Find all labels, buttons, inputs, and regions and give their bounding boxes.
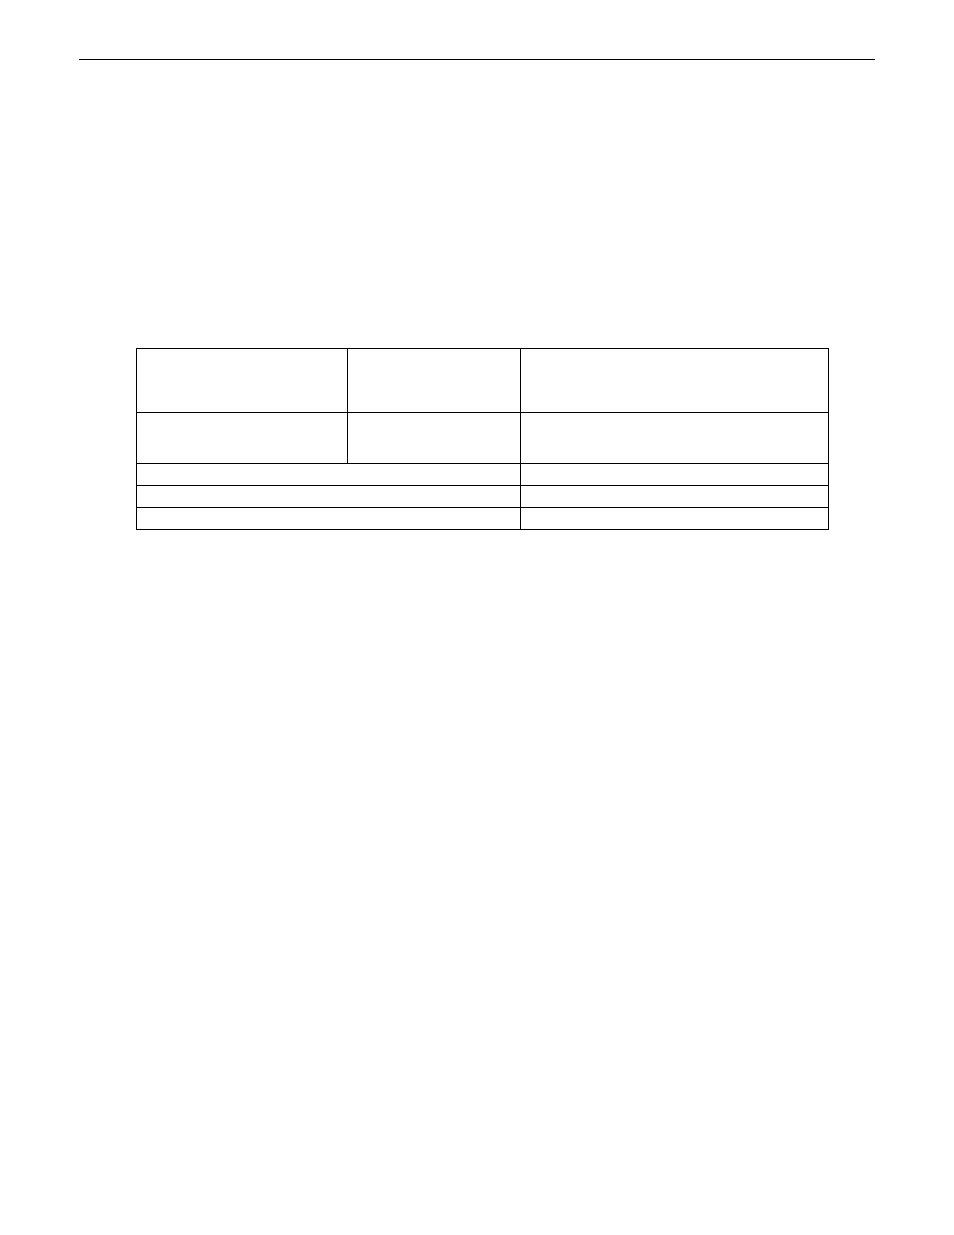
table-row: [137, 413, 829, 464]
table-cell: [348, 349, 521, 413]
page: [0, 0, 954, 1235]
table-cell: [520, 486, 828, 508]
table-cell: [137, 464, 521, 486]
table-row: [137, 464, 829, 486]
table-row: [137, 508, 829, 530]
table-cell: [137, 349, 348, 413]
top-horizontal-rule: [79, 59, 875, 60]
table-cell: [137, 413, 348, 464]
table-cell: [137, 486, 521, 508]
table-cell: [520, 413, 828, 464]
table-cell: [520, 464, 828, 486]
table-cell: [348, 413, 521, 464]
table-cell: [520, 508, 828, 530]
data-table: [136, 348, 829, 530]
table-cell: [520, 349, 828, 413]
table-row: [137, 486, 829, 508]
table-row: [137, 349, 829, 413]
table-cell: [137, 508, 521, 530]
